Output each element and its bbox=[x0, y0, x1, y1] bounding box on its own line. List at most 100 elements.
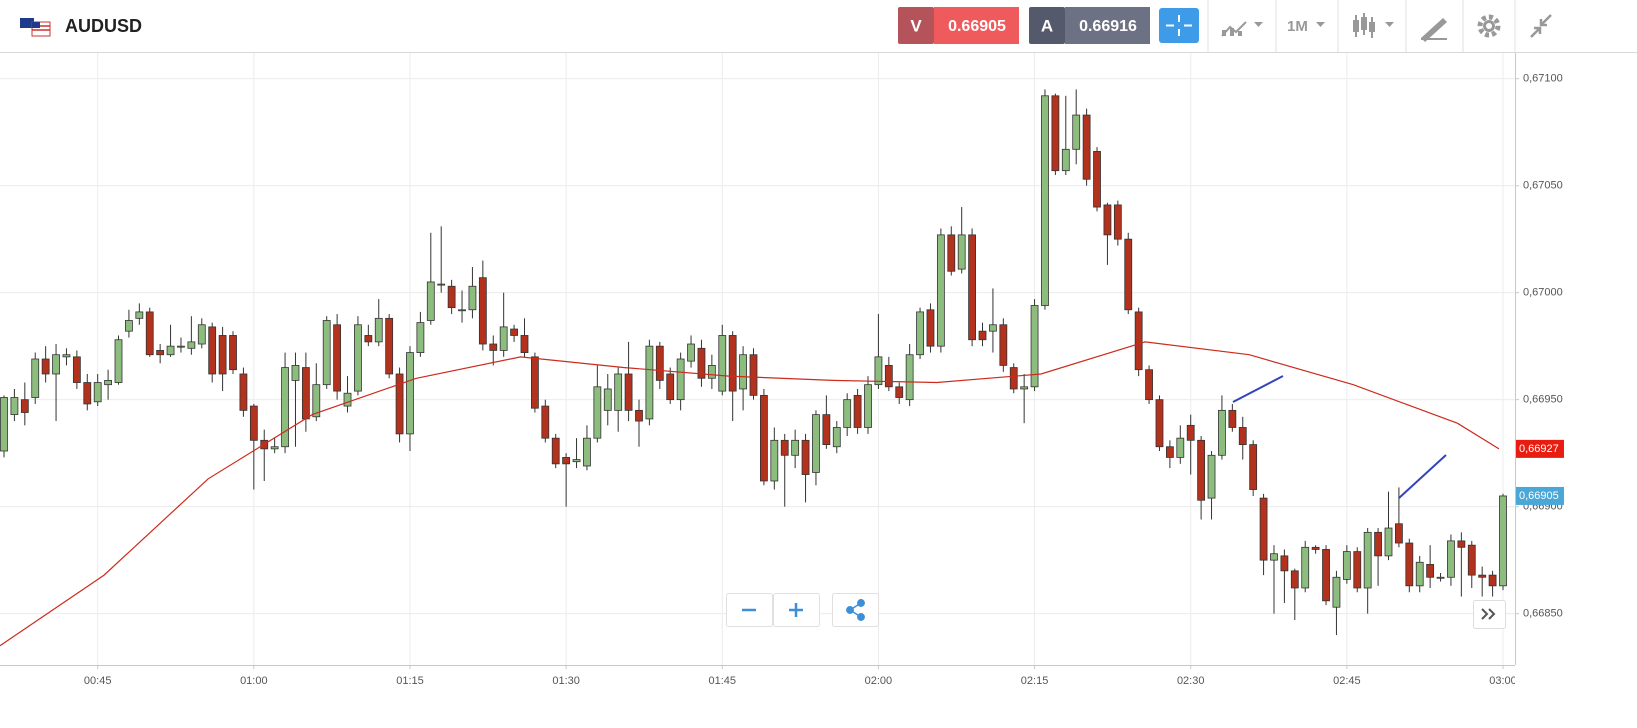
candle-body bbox=[1103, 204, 1112, 236]
candle-body bbox=[197, 324, 206, 345]
x-tick-label: 01:00 bbox=[240, 675, 268, 687]
candle-body bbox=[1290, 570, 1299, 589]
candle-body bbox=[603, 388, 612, 411]
x-tick-label: 03:00 bbox=[1489, 675, 1517, 687]
sell-price: 0.66905 bbox=[948, 18, 1006, 35]
candle-body bbox=[1270, 553, 1278, 561]
candle-body bbox=[1395, 523, 1403, 544]
candle-body bbox=[989, 324, 997, 332]
candle-body bbox=[218, 335, 227, 375]
moving-average-line bbox=[0, 341, 1500, 647]
candle-body bbox=[1113, 204, 1122, 240]
candle-body bbox=[1061, 148, 1070, 172]
candle-body bbox=[249, 405, 258, 441]
candle-body bbox=[999, 324, 1008, 366]
candle-body bbox=[801, 439, 810, 475]
candle-body bbox=[572, 459, 581, 463]
candle-body bbox=[707, 365, 716, 379]
candle-body bbox=[1332, 576, 1341, 608]
candle-body bbox=[687, 343, 695, 362]
candle-type-button[interactable] bbox=[1353, 13, 1394, 38]
buy-price: 0.66916 bbox=[1079, 18, 1137, 35]
candle-body bbox=[551, 437, 560, 465]
axis-labels: 0,668500,669000,669500,670000,670500,671… bbox=[84, 73, 1564, 687]
candle-body bbox=[0, 397, 8, 452]
y-tick-label: 0,66950 bbox=[1523, 394, 1563, 406]
candle-body bbox=[114, 339, 123, 383]
candle-body bbox=[510, 328, 518, 336]
buy-button[interactable]: A 0.66916 bbox=[1029, 7, 1150, 44]
x-tick-label: 00:45 bbox=[84, 675, 112, 687]
trend-line[interactable] bbox=[1232, 375, 1284, 403]
candle-body bbox=[1197, 439, 1206, 501]
candle-body bbox=[978, 330, 987, 341]
candle-body bbox=[739, 354, 747, 390]
candle-body bbox=[426, 281, 435, 321]
candle-body bbox=[437, 283, 446, 286]
candle-body bbox=[530, 356, 539, 409]
sell-button[interactable]: V 0.66905 bbox=[898, 7, 1019, 44]
candle-body bbox=[385, 317, 394, 375]
candle-body bbox=[301, 367, 310, 420]
candle-body bbox=[270, 446, 279, 450]
candle-body bbox=[489, 343, 498, 351]
candle-body bbox=[1353, 551, 1362, 589]
candle-body bbox=[1426, 564, 1435, 578]
candle-body bbox=[1124, 238, 1133, 311]
y-tick-label: 0,67000 bbox=[1523, 287, 1563, 299]
candle-body bbox=[1082, 114, 1091, 180]
candle-body bbox=[832, 427, 841, 448]
crosshair-button[interactable] bbox=[1159, 8, 1199, 43]
y-tick-label: 0,67050 bbox=[1523, 180, 1563, 192]
candle-body bbox=[1467, 544, 1476, 576]
candle-body bbox=[395, 373, 404, 435]
candle-body bbox=[1499, 495, 1507, 587]
trend-line[interactable] bbox=[1398, 454, 1447, 499]
candle-body bbox=[791, 439, 800, 456]
x-tick-label: 02:45 bbox=[1333, 675, 1361, 687]
candle-body bbox=[593, 386, 602, 439]
candle-body bbox=[1228, 409, 1237, 428]
candle-body bbox=[1436, 576, 1445, 579]
candle-body bbox=[125, 320, 133, 332]
candle-body bbox=[1155, 399, 1164, 448]
candle-body bbox=[177, 345, 185, 348]
candle-body bbox=[1457, 540, 1466, 548]
candle-body bbox=[697, 347, 706, 379]
chart-type-button[interactable] bbox=[1221, 21, 1263, 37]
timeframe-button[interactable]: 1M bbox=[1287, 18, 1325, 35]
toolbar bbox=[0, 0, 1637, 52]
scroll-right-button[interactable] bbox=[1473, 600, 1506, 629]
candle-body bbox=[749, 354, 758, 396]
candle-body bbox=[62, 354, 71, 358]
share-button[interactable] bbox=[832, 593, 879, 627]
candle-body bbox=[843, 399, 852, 428]
candle-body bbox=[1093, 151, 1101, 208]
candle-body bbox=[281, 367, 289, 448]
y-tick-label: 0,66850 bbox=[1523, 608, 1563, 620]
buy-label: A bbox=[1041, 16, 1053, 35]
drawing-tools-button[interactable] bbox=[1421, 18, 1447, 42]
candle-body bbox=[322, 320, 331, 386]
candle-body bbox=[83, 382, 92, 405]
candle-body bbox=[156, 350, 165, 356]
plus-icon bbox=[789, 603, 803, 617]
candle-body bbox=[20, 399, 29, 413]
candle-body bbox=[895, 386, 904, 398]
sell-label: V bbox=[910, 16, 922, 35]
collapse-button[interactable] bbox=[1530, 14, 1552, 38]
candle-body bbox=[291, 365, 300, 381]
symbol: AUDUSD bbox=[65, 16, 142, 36]
candle-body bbox=[760, 394, 768, 482]
candle-body bbox=[864, 384, 872, 428]
candle-body bbox=[406, 352, 414, 435]
candle-body bbox=[229, 335, 237, 371]
candle-body bbox=[853, 394, 862, 428]
candle-body bbox=[822, 414, 831, 445]
candle-body bbox=[1384, 527, 1393, 557]
candle-body bbox=[1238, 427, 1247, 445]
candle-body bbox=[1447, 540, 1455, 578]
candle-body bbox=[666, 373, 675, 401]
settings-button[interactable] bbox=[1477, 14, 1501, 38]
